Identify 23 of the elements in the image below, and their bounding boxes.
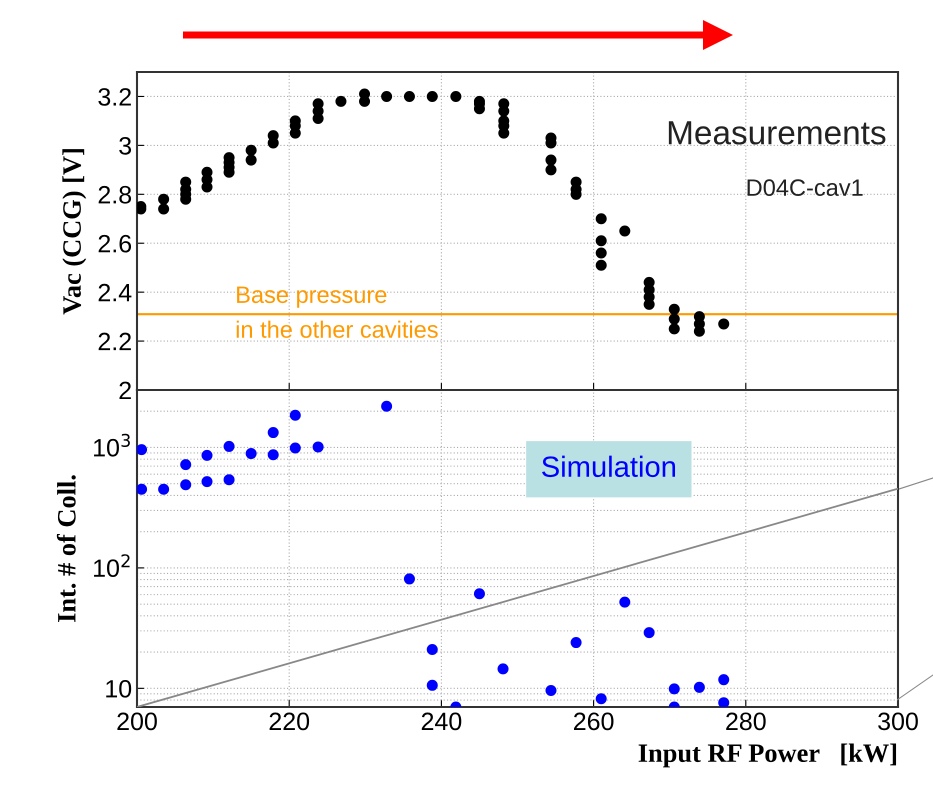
y-axis-title: Int. # of Coll.: [56, 475, 76, 622]
y-tick-label: 2.2: [98, 332, 131, 350]
ref-line-label: Base pressure in the other cavities: [236, 286, 438, 338]
x-tick-label: 260: [574, 712, 614, 730]
y-tick-label: 10$^{2}$: [94, 554, 130, 578]
y-tick-label: 2.8: [98, 186, 132, 204]
y-tick-label: 3: [119, 136, 132, 155]
x-axis-title: Input RF Power [kW]: [638, 744, 896, 768]
y-axis-title: Vac (CCG) [V]: [62, 149, 86, 314]
x-tick-label: 200: [117, 712, 157, 730]
annotation: Simulation: [542, 456, 676, 478]
y-tick-label: 2.6: [98, 234, 132, 253]
y-tick-label: 2.4: [98, 284, 132, 302]
y-tick-label: 10: [106, 680, 132, 698]
x-tick-label: 240: [422, 712, 462, 730]
x-tick-label: 300: [878, 712, 918, 730]
annotation: D04C-cav1: [748, 179, 863, 196]
y-tick-label: 10$^{3}$: [94, 434, 130, 457]
annotation: Measurements: [668, 121, 886, 145]
y-tick-label: 3.2: [98, 88, 131, 106]
x-tick-label: 280: [726, 712, 766, 730]
y-tick-label: 2: [119, 382, 131, 400]
x-tick-label: 220: [270, 712, 310, 730]
